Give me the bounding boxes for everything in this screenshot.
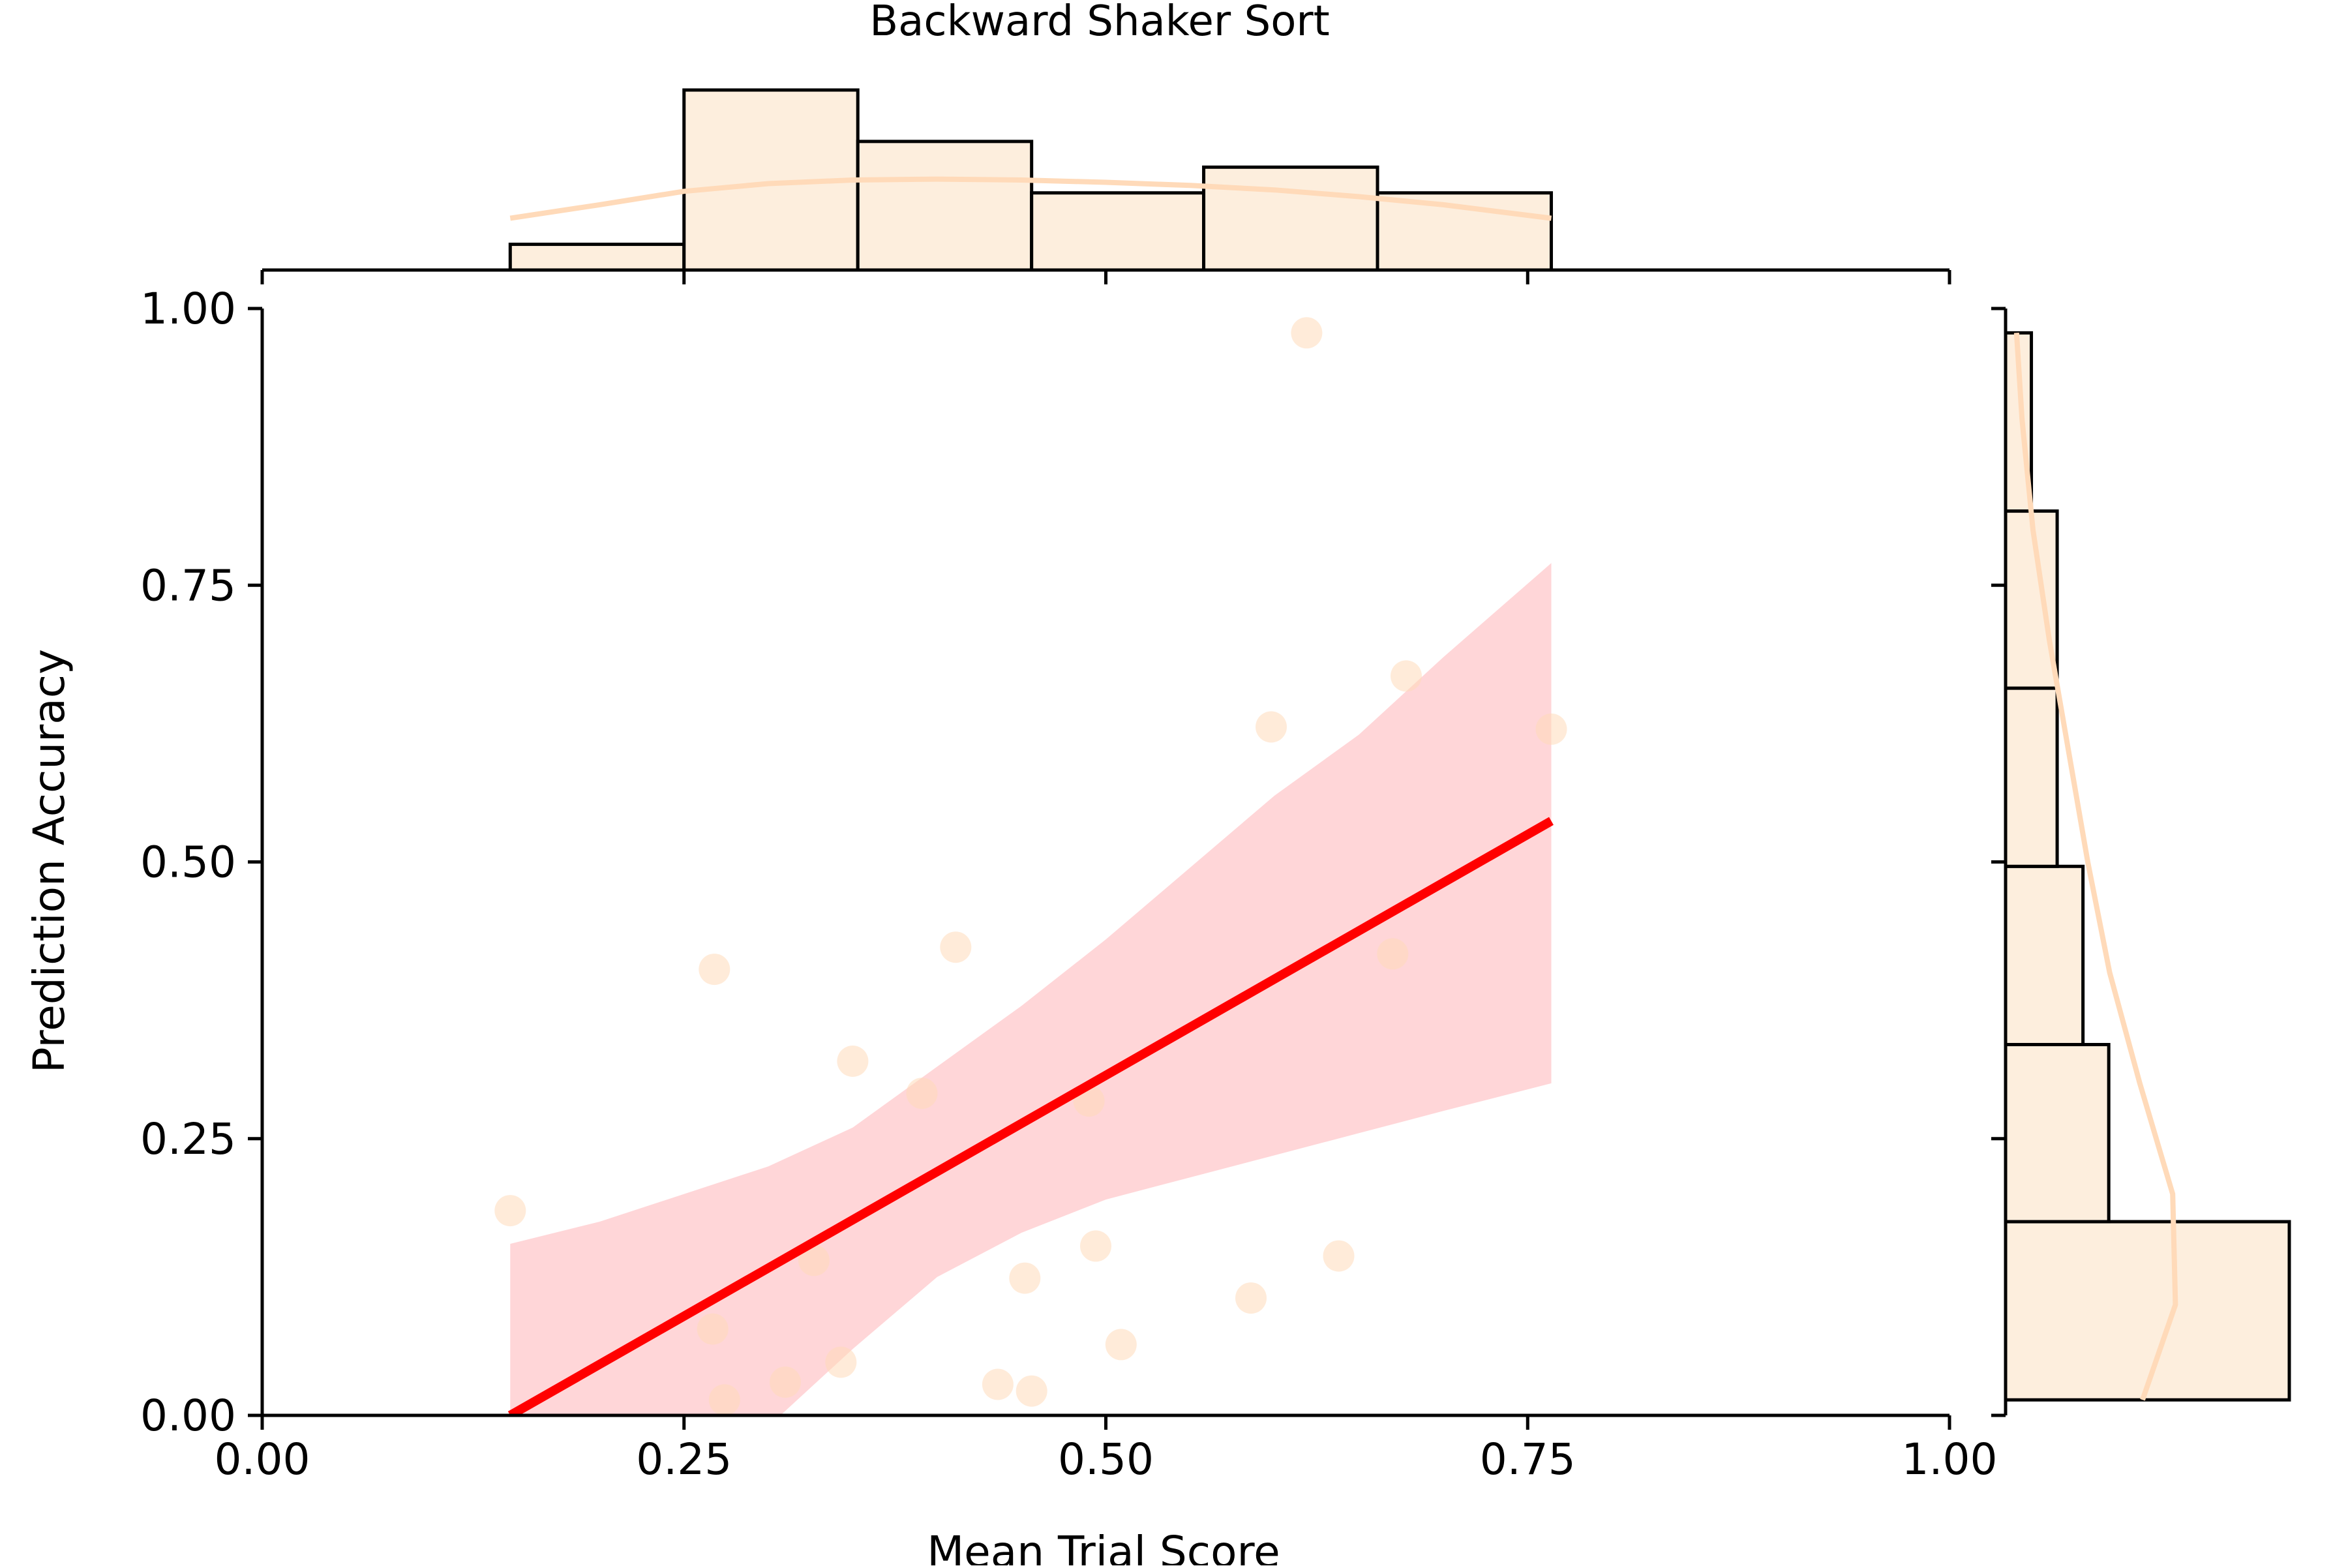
regression-line-layer (507, 817, 1554, 1415)
scatter-points-layer (494, 317, 1567, 1415)
scatter-point (1235, 1282, 1267, 1314)
scatter-point (906, 1078, 938, 1109)
scatter-point (825, 1346, 857, 1378)
scatter-point (1535, 713, 1567, 745)
scatter-point (1291, 317, 1323, 349)
confidence-band (510, 563, 1552, 1415)
scatter-point (1009, 1262, 1041, 1294)
scatter-point (1016, 1375, 1047, 1407)
marginal-y-histogram (2004, 331, 2291, 1402)
x-tick-label: 0.50 (1058, 1434, 1154, 1485)
axes-layer: 0.000.00 0.25 0.25 0.50 0.50 0.75 0.75 1.00 1.00 (140, 268, 2008, 1485)
scatter-point (1323, 1240, 1355, 1272)
histogram-bar-x (1376, 191, 1553, 272)
y-tick-label: 0.75 (140, 560, 236, 611)
x-tick-label: 0.00 (215, 1434, 310, 1485)
scatter-point (1377, 938, 1409, 970)
kde-curve-y (2013, 333, 2178, 1401)
scatter-point (699, 954, 730, 986)
y-axis-label: Prediction Accuracy (24, 649, 74, 1073)
scatter-point (1256, 711, 1287, 743)
histogram-bar-y (2004, 686, 2059, 868)
x-tick-label: 1.00 (1902, 1434, 1998, 1485)
confidence-band-layer (510, 563, 1552, 1415)
histogram-bar-y (2004, 864, 2085, 1047)
scatter-point (982, 1368, 1014, 1400)
scatter-point (837, 1046, 869, 1077)
histogram-bar-y (2004, 1220, 2291, 1402)
scatter-point (494, 1195, 526, 1227)
regression-line (507, 817, 1554, 1415)
y-tick-label: 0.50 (140, 837, 236, 888)
scatter-point (940, 931, 972, 963)
x-axis-label: Mean Trial Score (927, 1527, 1280, 1565)
scatter-point (1080, 1230, 1111, 1262)
x-tick-label: 0.25 (636, 1434, 732, 1485)
y-tick-label: 1.00 (140, 284, 236, 334)
y-tick-label: 0.00 (140, 1391, 236, 1441)
chart-title: Backward Shaker Sort (869, 0, 1330, 46)
scatter-point (1391, 660, 1422, 692)
scatter-point (770, 1366, 801, 1398)
x-tick-label: 0.75 (1480, 1434, 1576, 1485)
y-tick-label: 0.25 (140, 1114, 236, 1164)
scatter-point (798, 1244, 830, 1276)
histogram-bar-x (1202, 165, 1379, 272)
histogram-bar-y (2004, 509, 2059, 690)
histogram-bar-x (508, 243, 686, 272)
scatter-point (1105, 1329, 1137, 1361)
histogram-bar-x (856, 140, 1034, 272)
scatter-point (708, 1384, 740, 1415)
histogram-bar-y (2004, 1043, 2111, 1224)
marginal-x-histogram (508, 88, 1553, 272)
scatter-point (697, 1313, 729, 1345)
kde-curve-x (509, 176, 1552, 221)
histogram-bar-x (1030, 191, 1206, 272)
